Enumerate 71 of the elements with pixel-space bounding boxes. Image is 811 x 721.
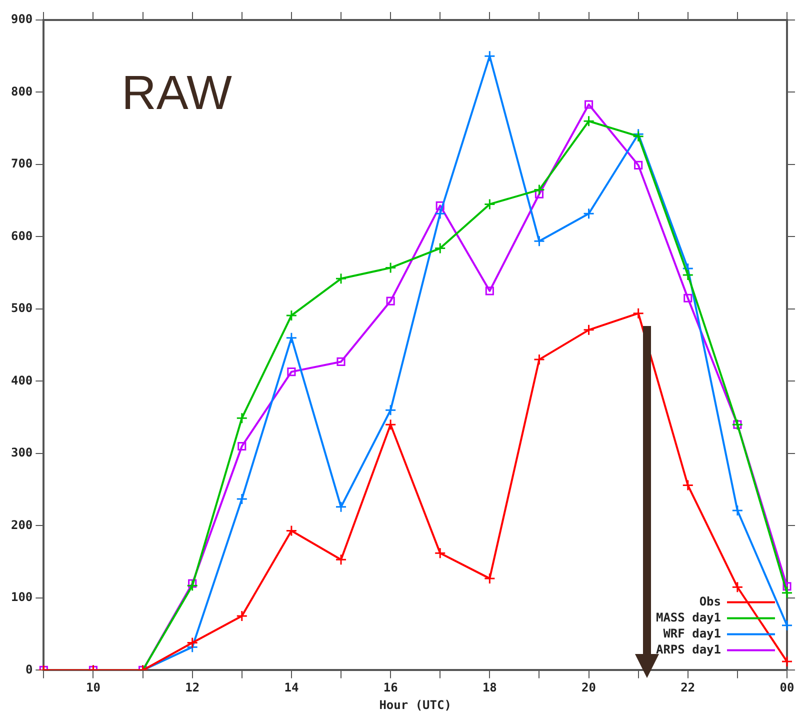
point [584, 100, 594, 109]
point [484, 572, 496, 584]
point [434, 208, 446, 220]
point [632, 308, 644, 320]
point [287, 368, 296, 376]
point [386, 296, 395, 306]
x-tick-label: 18 [482, 680, 497, 695]
point [682, 269, 694, 281]
point [484, 50, 496, 62]
point [732, 581, 744, 593]
x-tick-label: 14 [284, 680, 299, 695]
legend-label: WRF day1 [663, 626, 721, 640]
point [484, 198, 496, 210]
point [632, 130, 644, 142]
point [236, 610, 248, 622]
point [436, 201, 444, 210]
legend-label: ARPS day1 [656, 642, 721, 656]
point [286, 525, 298, 537]
point [684, 294, 692, 302]
point [485, 286, 494, 296]
y-tick-label: 200 [10, 518, 33, 532]
point [634, 160, 643, 170]
point [335, 554, 347, 566]
x-tick-label: 12 [185, 680, 200, 695]
y-tick-label: 500 [10, 301, 33, 316]
point [335, 501, 347, 513]
point [781, 587, 793, 599]
y-tick-label: 300 [10, 446, 33, 460]
point [782, 582, 792, 591]
point [186, 636, 198, 648]
point [186, 580, 198, 592]
point [434, 242, 446, 254]
y-tick-label: 600 [10, 228, 33, 243]
y-tick-label: 100 [10, 590, 33, 604]
point [384, 418, 396, 430]
point [583, 208, 595, 220]
x-tick-label: 20 [582, 680, 596, 695]
point [732, 504, 744, 516]
x-tick-label: 00 [780, 680, 794, 695]
point [583, 115, 595, 127]
x-tick-label: 22 [680, 680, 696, 695]
point [336, 357, 346, 366]
point [533, 354, 545, 366]
x-tick-label: 16 [383, 680, 398, 695]
point [781, 620, 793, 632]
point [286, 310, 298, 322]
annotation: RAW [122, 67, 233, 120]
point [534, 190, 544, 198]
point [682, 480, 694, 492]
y-tick-label: 400 [10, 373, 33, 388]
x-tick-label: 10 [86, 680, 100, 695]
point [583, 324, 595, 336]
x-axis-title: Hour (UTC) [379, 698, 452, 712]
y-tick-label: 800 [10, 84, 33, 98]
legend-label: Obs [699, 594, 721, 608]
y-tick-label: 900 [10, 12, 33, 26]
point [384, 262, 396, 274]
point [335, 272, 347, 284]
legend-label: MASS day1 [656, 610, 721, 624]
point [533, 235, 545, 247]
point [533, 184, 545, 196]
point [384, 404, 396, 416]
point [781, 656, 793, 668]
point [188, 579, 197, 588]
point [236, 412, 248, 424]
point [236, 493, 248, 505]
point [286, 332, 298, 344]
point [238, 442, 246, 451]
y-tick-label: 0 [25, 662, 33, 676]
point [434, 547, 446, 559]
y-tick-label: 700 [10, 156, 33, 171]
